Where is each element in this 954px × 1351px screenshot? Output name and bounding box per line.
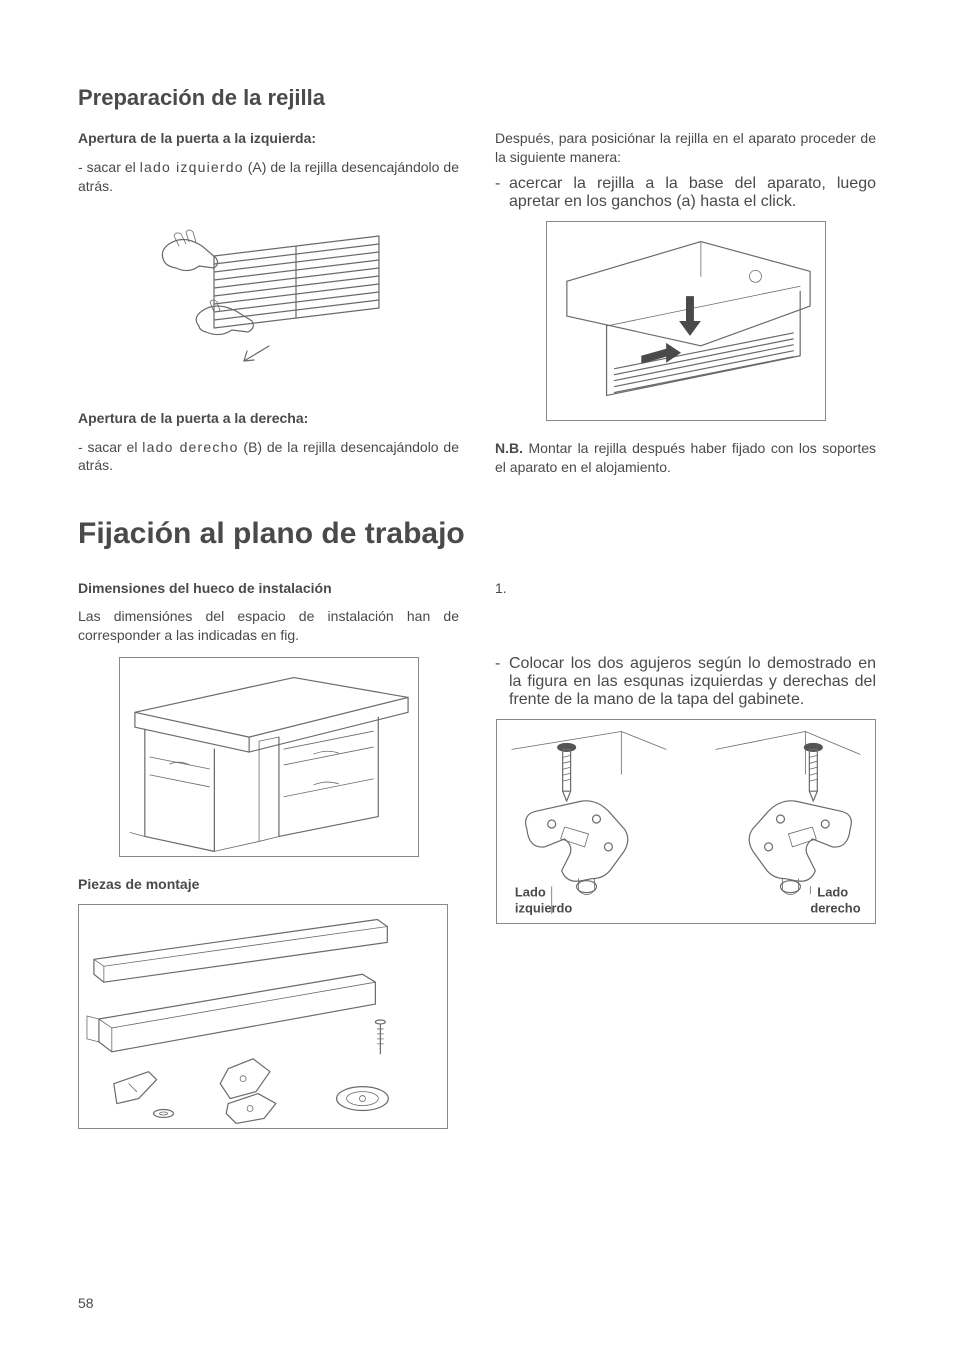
nb-label: N.B.	[495, 440, 523, 456]
bracket-right-label-l2: derecho	[810, 901, 860, 916]
figure-grille-position	[546, 221, 826, 421]
s1-left-sub1: Apertura de la puerta a la izquierda:	[78, 129, 459, 148]
figure-grille-remove	[144, 206, 394, 391]
dash-icon-2: -	[495, 655, 509, 709]
figure-cabinet-dims	[119, 657, 419, 857]
s1-left-item2: - sacar el lado derecho (B) de la rejill…	[78, 438, 459, 476]
section2-title: Fijación al plano de trabajo	[78, 517, 876, 551]
section2-right-col: 1. - Colocar los dos agujeros según lo d…	[495, 579, 876, 1148]
dash-icon: -	[495, 175, 509, 211]
bracket-right-label-l1: Lado	[817, 885, 848, 900]
section1-left-col: Apertura de la puerta a la izquierda: - …	[78, 129, 459, 477]
s2-left-sub2: Piezas de montaje	[78, 875, 459, 894]
s1-nb: N.B. Montar la rejilla después haber fij…	[495, 439, 876, 477]
s1-l2-pre: - sacar el	[78, 439, 142, 455]
s1-l1-pre: - sacar el	[78, 159, 140, 175]
section2-columns: Dimensiones del hueco de instalación Las…	[78, 579, 876, 1148]
s2-r-item1-txt: Colocar los dos agujeros según lo demost…	[509, 655, 876, 709]
section1-right-col: Después, para posiciónar la rejilla en e…	[495, 129, 876, 477]
s2-left-p1: Las dimensiónes del espacio de instalaci…	[78, 607, 459, 645]
page-content: Preparación de la rejilla Apertura de la…	[78, 85, 876, 1147]
s2-right-num: 1.	[495, 579, 876, 598]
s2-left-sub1: Dimensiones del hueco de instalación	[78, 579, 459, 598]
section2-left-col: Dimensiones del hueco de instalación Las…	[78, 579, 459, 1148]
page-number: 58	[78, 1295, 94, 1311]
section1-title: Preparación de la rejilla	[78, 85, 876, 111]
s2-right-item1: - Colocar los dos agujeros según lo demo…	[495, 655, 876, 709]
s1-right-item1: - acercar la rejilla a la base del apara…	[495, 175, 876, 211]
s1-left-item1: - sacar el lado izquierdo (A) de la reji…	[78, 158, 459, 196]
bracket-left-label-l1: Lado	[514, 885, 545, 900]
bracket-left-label-l2: izquierdo	[514, 901, 572, 916]
s1-r-item1-txt: acercar la rejilla a la base del aparato…	[509, 175, 876, 211]
s1-l1-spread: lado izquierdo	[140, 159, 244, 175]
figure-brackets-lr: Lado izquierdo Lado derecho	[496, 719, 876, 924]
figure-mounting-parts	[78, 904, 448, 1129]
nb-text: Montar la rejilla después haber fijado c…	[495, 440, 876, 475]
s1-left-sub2: Apertura de la puerta a la derecha:	[78, 409, 459, 428]
s1-right-p1: Después, para posiciónar la rejilla en e…	[495, 129, 876, 167]
section1-columns: Apertura de la puerta a la izquierda: - …	[78, 129, 876, 477]
s1-l2-spread: lado derecho	[142, 439, 238, 455]
